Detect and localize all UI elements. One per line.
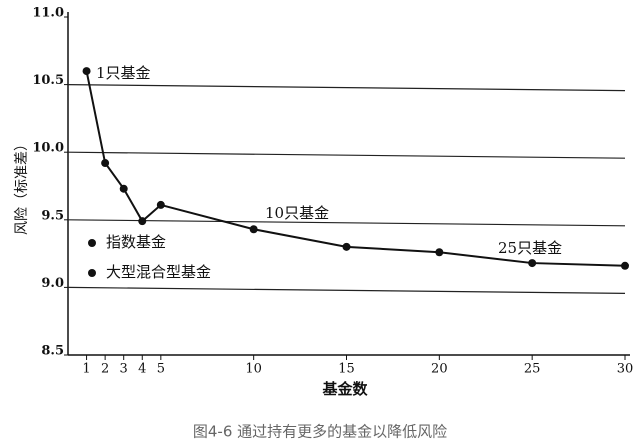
x-tick-label: 20 (431, 362, 448, 377)
note-bullet (88, 239, 96, 247)
note: 大型混合型基金 (106, 263, 211, 281)
y-tick-label: 9.0 (41, 276, 64, 291)
point (342, 242, 351, 251)
grid-line (67, 151, 626, 159)
annotation: 1只基金 (96, 64, 151, 82)
y-tick-label: 11.0 (32, 6, 64, 21)
note: 指数基金 (106, 233, 166, 251)
x-tick-label: 10 (245, 362, 262, 377)
caption: 图4-6 通过持有更多的基金以降低风险 (193, 423, 447, 441)
point (156, 200, 165, 209)
point (621, 261, 629, 270)
x-tick-label: 5 (157, 362, 165, 377)
annotation: 25只基金 (498, 239, 562, 257)
x-tick-label: 2 (101, 362, 109, 377)
grid-line (67, 286, 626, 294)
x-tick-label: 30 (617, 362, 634, 377)
x-tick-label: 15 (338, 362, 355, 377)
point (101, 159, 110, 168)
note-bullet (88, 269, 96, 277)
y-axis-label: 风险（标准差） (14, 137, 30, 235)
annotation: 10只基金 (265, 204, 329, 222)
y-tick-label: 10.0 (32, 141, 64, 156)
point (119, 184, 128, 193)
y-tick-label: 9.5 (41, 208, 64, 223)
point (528, 259, 537, 268)
x-tick-label: 25 (524, 362, 541, 377)
y-tick-label: 10.5 (32, 73, 64, 88)
grid-line (67, 219, 626, 227)
point (138, 217, 147, 226)
x-tick-label: 1 (82, 362, 90, 377)
point (249, 225, 258, 234)
grid-line (67, 84, 626, 92)
y-tick-label: 8.5 (41, 344, 64, 359)
point (82, 67, 91, 76)
x-axis-label: 基金数 (321, 380, 368, 398)
line (85, 70, 626, 267)
x-tick-label: 3 (120, 362, 128, 377)
x-tick-label: 4 (138, 362, 146, 377)
point (435, 248, 444, 257)
